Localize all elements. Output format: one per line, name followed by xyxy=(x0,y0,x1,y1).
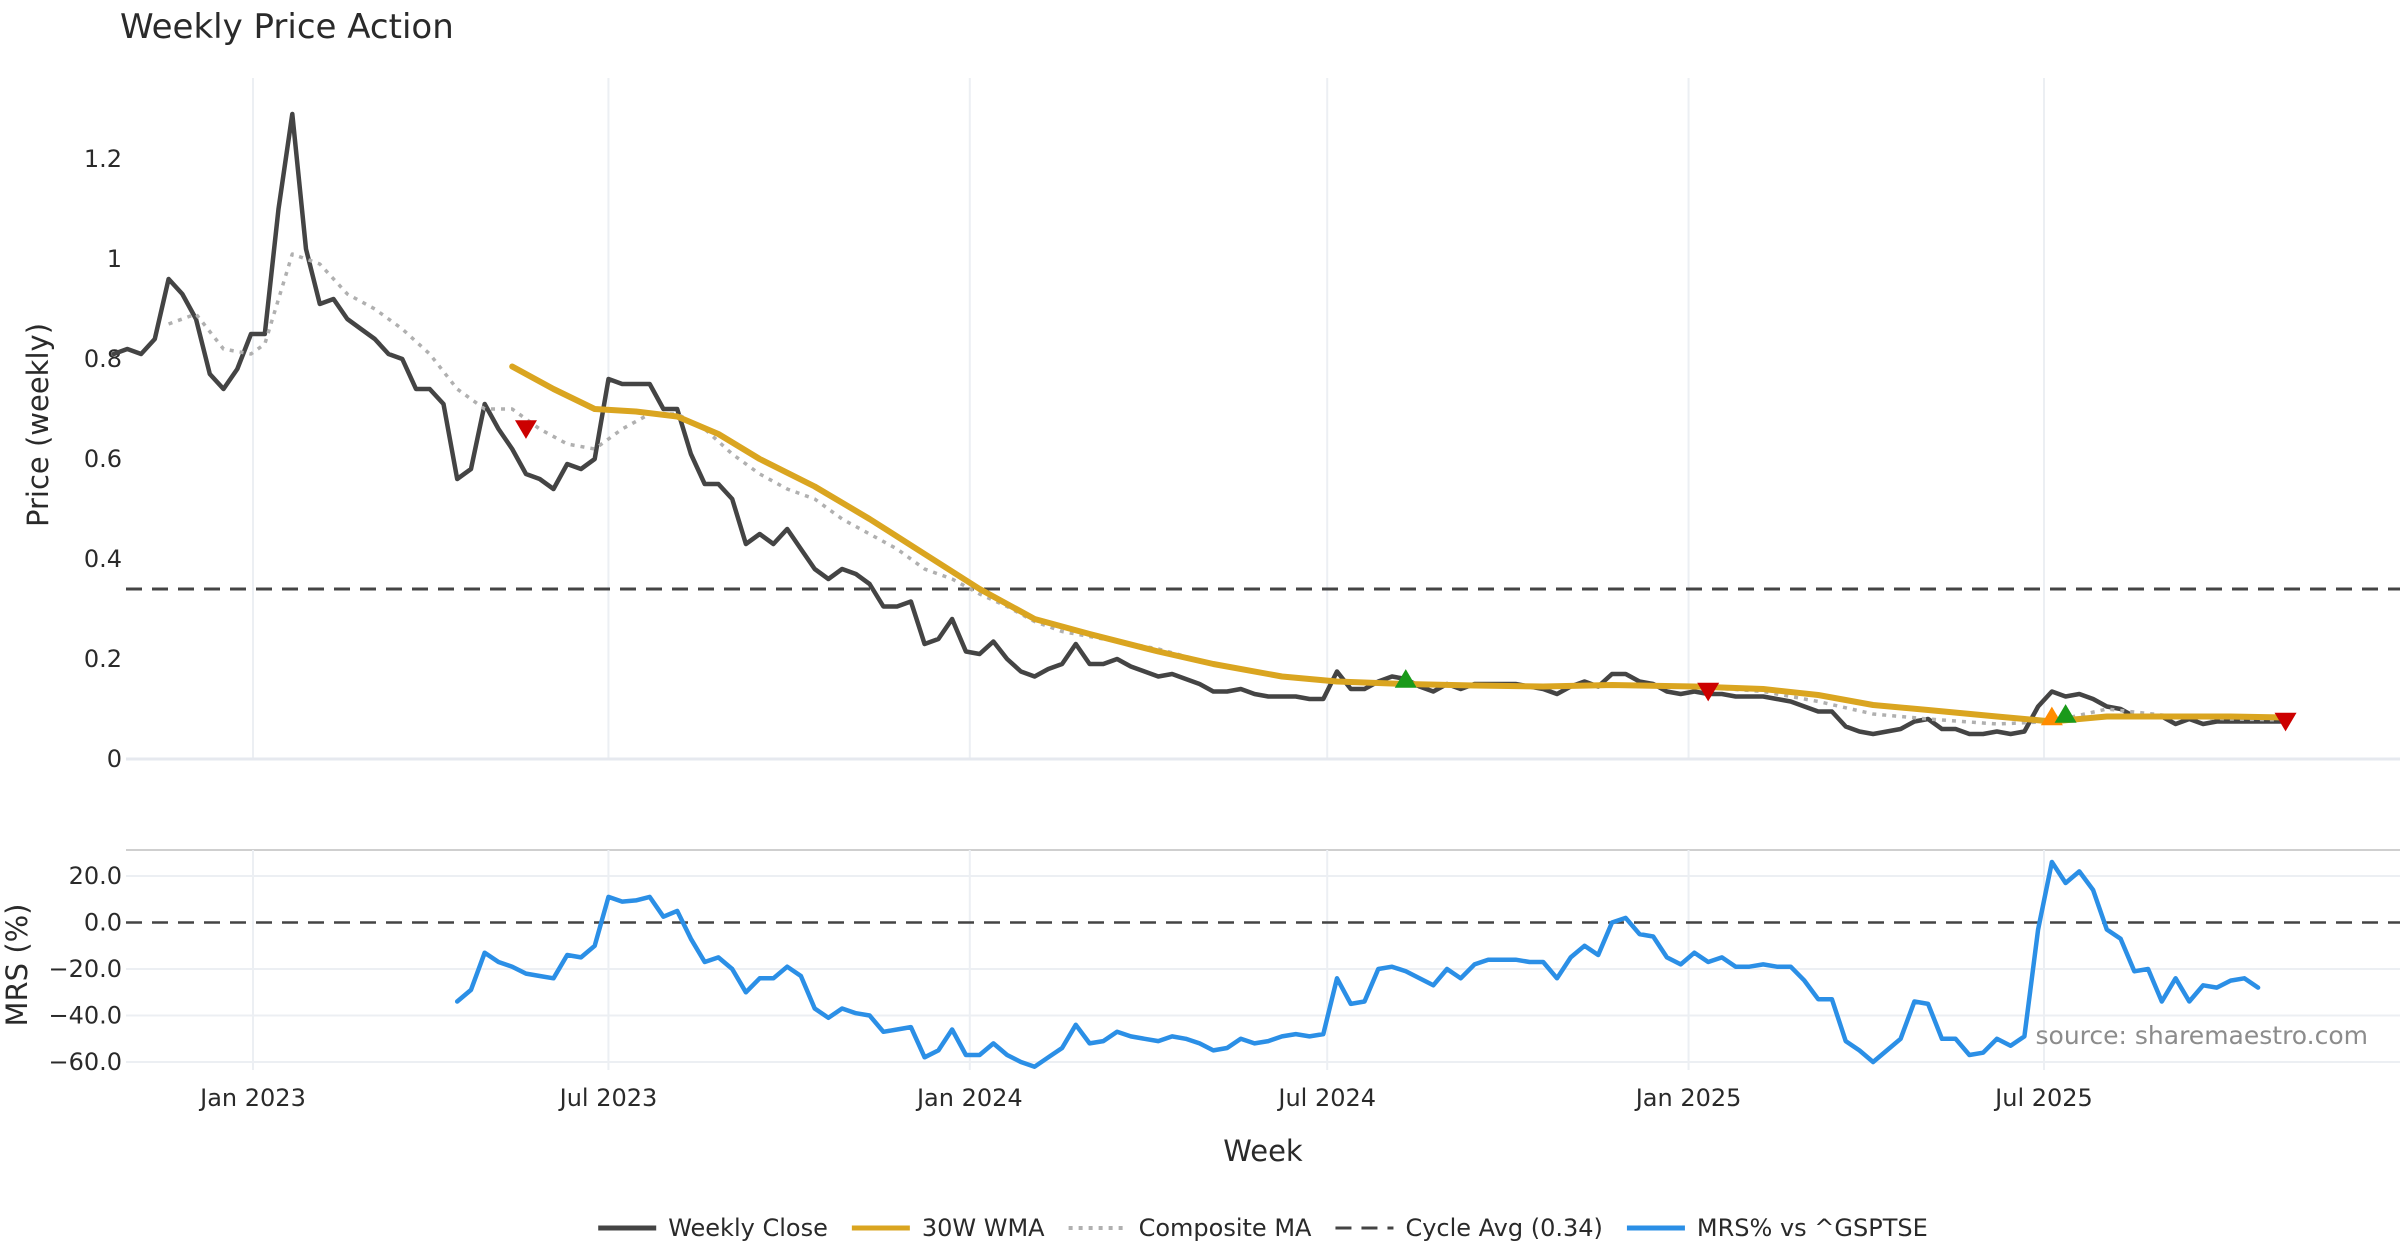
x-tick-label: Jan 2025 xyxy=(1634,1084,1742,1112)
mrs-gridlines xyxy=(126,849,2400,1070)
price-y-tick-label: 0.2 xyxy=(84,645,122,673)
signal-marker-triangle-down xyxy=(514,420,537,439)
price-y-axis-label: Price (weekly) xyxy=(21,323,55,527)
legend-label: Weekly Close xyxy=(668,1214,828,1242)
price-y-tick-label: 0.6 xyxy=(84,445,122,473)
x-tick-label: Jan 2024 xyxy=(915,1084,1023,1112)
legend-label: MRS% vs ^GSPTSE xyxy=(1697,1214,1928,1242)
mrs-y-tick-label: −40.0 xyxy=(48,1002,122,1030)
mrs-y-axis-label: MRS (%) xyxy=(0,904,34,1027)
x-axis-label: Week xyxy=(1223,1134,1303,1168)
signal-marker-triangle-down xyxy=(2274,712,2297,732)
x-tick-label: Jul 2024 xyxy=(1276,1084,1376,1112)
series-line-mrs-vs-gsptse xyxy=(454,859,2261,1069)
price-y-tick-label: 0.4 xyxy=(84,545,122,573)
price-y-tick-label: 0 xyxy=(107,745,122,773)
price-y-tick-label: 1.2 xyxy=(84,145,122,173)
series-line-composite-ma xyxy=(168,252,2286,726)
legend-label: Composite MA xyxy=(1139,1214,1312,1242)
x-tick-label: Jan 2023 xyxy=(198,1084,306,1112)
mrs-y-tick-label: −20.0 xyxy=(48,955,122,983)
price-y-tick-label: 0.8 xyxy=(84,345,122,373)
mrs-panel: 20.0 0.0 −20.0 −40.0 −60.0 MRS (%) source: s… xyxy=(0,849,2400,1076)
x-axis-ticks: Jan 2023 Jul 2023 Jan 2024 Jul 2024 Jan 2025… xyxy=(198,1084,2093,1112)
signal-marker-triangle-up xyxy=(2054,704,2077,723)
price-gridlines xyxy=(126,78,2400,761)
mrs-y-tick-label: 0.0 xyxy=(84,909,122,937)
price-y-tick-label: 1 xyxy=(107,245,122,273)
chart-title: Weekly Price Action xyxy=(120,7,454,47)
price-y-ticks: 0 0.2 0.4 0.6 0.8 1 1.2 xyxy=(84,145,122,773)
legend: Weekly Close 30W WMA Composite MA Cycle Avg… xyxy=(598,1214,1928,1242)
signal-marker-triangle-down xyxy=(1697,682,1720,702)
source-note: source: sharemaestro.com xyxy=(2036,1021,2369,1050)
x-tick-label: Jul 2023 xyxy=(558,1084,658,1112)
mrs-series xyxy=(454,859,2261,1069)
signal-marker-triangle-up xyxy=(1394,669,1417,688)
legend-label: Cycle Avg (0.34) xyxy=(1405,1214,1602,1242)
series-line-30w-wma xyxy=(509,363,2289,725)
price-panel: 0 0.2 0.4 0.6 0.8 1 1.2 Price (weekly) xyxy=(21,78,2400,773)
price-series xyxy=(111,111,2400,737)
signal-markers xyxy=(514,420,2297,732)
mrs-y-tick-label: 20.0 xyxy=(69,862,122,890)
mrs-y-tick-label: −60.0 xyxy=(48,1048,122,1076)
legend-label: 30W WMA xyxy=(922,1214,1045,1242)
x-tick-label: Jul 2025 xyxy=(1993,1084,2093,1112)
mrs-y-ticks: 20.0 0.0 −20.0 −40.0 −60.0 xyxy=(48,862,122,1076)
series-line-weekly-close xyxy=(111,111,2288,737)
